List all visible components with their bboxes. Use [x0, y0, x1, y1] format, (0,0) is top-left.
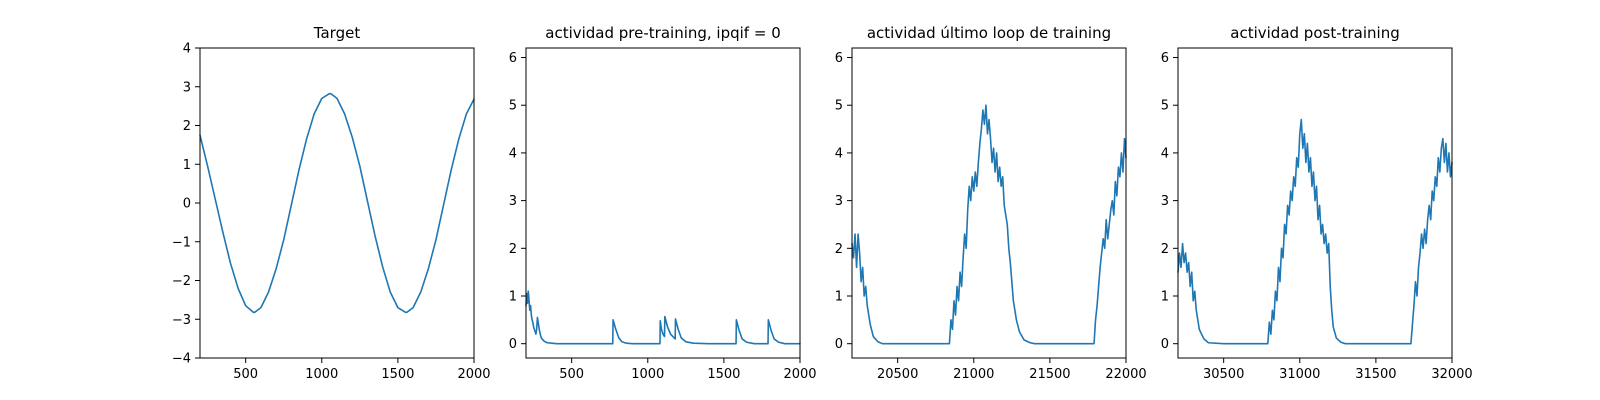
series-line-1 — [199, 92, 475, 314]
series-line-1 — [1177, 118, 1453, 345]
x-tick-label: 1000 — [631, 367, 664, 382]
y-tick-label: 0 — [183, 197, 191, 212]
x-tick-label: 30500 — [1203, 367, 1244, 382]
y-tick-label: 3 — [509, 194, 517, 209]
x-tick-label: 2000 — [457, 367, 490, 382]
x-tick-label: 1500 — [381, 367, 414, 382]
series-line-1 — [525, 290, 801, 345]
axes-frame — [851, 47, 1127, 359]
x-tick-label: 21500 — [1029, 367, 1070, 382]
y-tick-label: 3 — [1161, 194, 1169, 209]
x-tick-label: 500 — [233, 367, 258, 382]
y-tick-label: 1 — [835, 290, 843, 305]
subplot-2: 500 1000 1500 2000 0 1 2 3 4 5 6 actividad pre-trai… — [509, 24, 817, 382]
y-tick-label: −3 — [172, 313, 191, 328]
y-tick-label: 3 — [835, 194, 843, 209]
x-tick-label: 1000 — [305, 367, 338, 382]
x-tick-label: 31500 — [1355, 367, 1396, 382]
y-tick-label: 4 — [835, 146, 843, 161]
x-tick-label: 22000 — [1105, 367, 1146, 382]
y-tick-label: 2 — [835, 242, 843, 257]
x-tick-label: 500 — [559, 367, 584, 382]
y-tick-label: 2 — [509, 242, 517, 257]
series-line-1 — [851, 104, 1127, 345]
x-tick-label: 21000 — [953, 367, 994, 382]
y-tick-label: 2 — [183, 119, 191, 134]
y-tick-label: 1 — [509, 290, 517, 305]
subplot-4: 30500 31000 31500 32000 0 1 2 3 4 5 6 actividad pos… — [1161, 24, 1473, 382]
y-tick-label: 3 — [183, 80, 191, 95]
y-tick-label: 4 — [509, 146, 517, 161]
subplot-1: 500 1000 1500 2000 −4 −3 −2 −1 0 1 2 3 4 Target — [172, 24, 491, 382]
y-tick-label: 5 — [835, 99, 843, 114]
x-tick-label: 20500 — [877, 367, 918, 382]
subplot-title: actividad post-training — [1230, 24, 1399, 42]
y-tick-label: 0 — [835, 337, 843, 352]
y-tick-label: 6 — [509, 51, 517, 66]
axes-frame — [199, 47, 475, 359]
y-tick-label: 6 — [835, 51, 843, 66]
y-tick-label: 4 — [1161, 146, 1169, 161]
y-tick-label: −4 — [172, 352, 191, 367]
subplot-3: 20500 21000 21500 22000 0 1 2 3 4 5 6 actividad últ… — [835, 24, 1147, 382]
y-tick-label: 0 — [509, 337, 517, 352]
y-tick-label: 6 — [1161, 51, 1169, 66]
y-tick-label: 0 — [1161, 337, 1169, 352]
y-tick-label: −2 — [172, 274, 191, 289]
y-tick-label: −1 — [172, 235, 191, 250]
y-tick-label: 5 — [1161, 99, 1169, 114]
axes-frame — [525, 47, 801, 359]
x-tick-label: 32000 — [1431, 367, 1472, 382]
subplot-title: actividad último loop de training — [867, 24, 1111, 42]
x-tick-label: 1500 — [707, 367, 740, 382]
y-tick-label: 4 — [183, 42, 191, 57]
y-tick-label: 2 — [1161, 242, 1169, 257]
x-tick-label: 2000 — [783, 367, 816, 382]
axes-frame — [1177, 47, 1453, 359]
subplot-title: Target — [313, 24, 361, 42]
x-tick-label: 31000 — [1279, 367, 1320, 382]
subplot-title: actividad pre-training, ipqif = 0 — [545, 24, 781, 42]
y-tick-label: 1 — [1161, 290, 1169, 305]
y-tick-label: 1 — [183, 158, 191, 173]
y-tick-label: 5 — [509, 99, 517, 114]
